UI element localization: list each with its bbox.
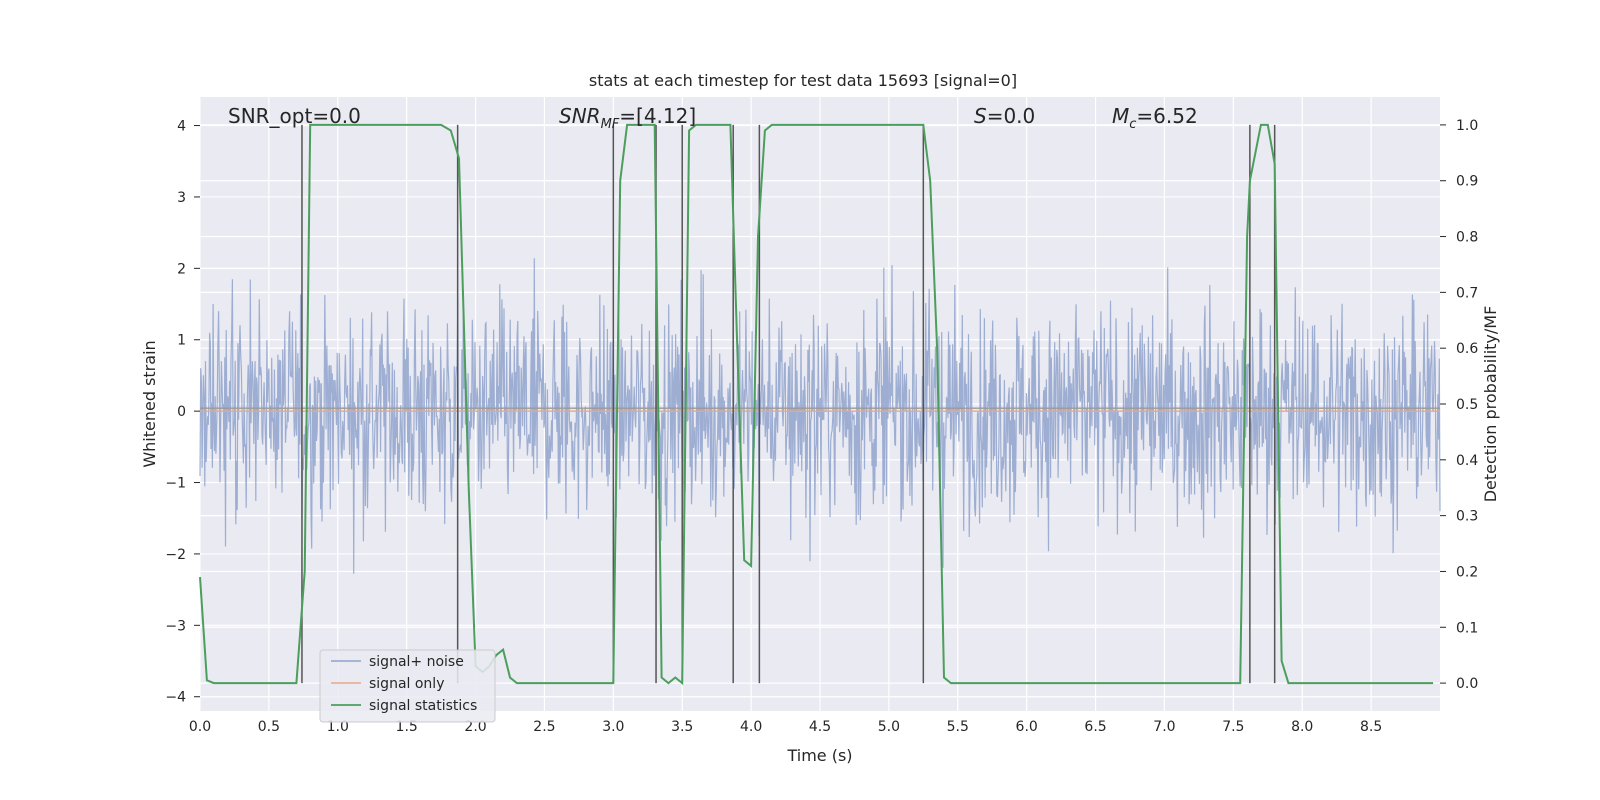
legend-box bbox=[319, 649, 496, 723]
series-signal-statistics bbox=[199, 123, 1434, 686]
y-tick-label-right: 0.0 bbox=[1456, 676, 1478, 692]
y-tick-label-right: 0.8 bbox=[1456, 230, 1478, 246]
y-tick-label-left: 1 bbox=[177, 333, 186, 349]
x-tick-label: 4.0 bbox=[740, 719, 762, 735]
x-tick-label: 8.0 bbox=[1291, 719, 1313, 735]
annotation-mc-sub: c bbox=[1129, 117, 1136, 132]
x-tick-label: 5.5 bbox=[947, 719, 969, 735]
x-tick-label: 2.0 bbox=[464, 719, 486, 735]
annotation-mc-value: =6.52 bbox=[1136, 104, 1197, 128]
annotation-s-main: S bbox=[974, 104, 987, 128]
y-tick-label-left: −3 bbox=[165, 618, 186, 634]
y-tick-label-left: 3 bbox=[177, 190, 186, 206]
y-tick-label-right: 0.1 bbox=[1456, 620, 1478, 636]
x-tick-label: 0.0 bbox=[189, 719, 211, 735]
vertical-markers bbox=[301, 124, 1276, 684]
y-axis-label-right: Detection probability/MF bbox=[1481, 306, 1500, 503]
annotation-mc-main: M bbox=[1112, 104, 1129, 128]
tick-labels: 0.0 0.5 1.0 1.5 2.0 2.5 3.0 3.5 4.0 4.5 5.0 5.5 6.0 6… bbox=[165, 118, 1478, 735]
y-tick-label-right: 0.9 bbox=[1456, 174, 1478, 190]
annotation-snr-mf-value: =[4.12] bbox=[619, 104, 696, 128]
x-tick-label: 5.0 bbox=[878, 719, 900, 735]
annotation-snr-mf: SNRMF=[4.12] bbox=[559, 104, 696, 132]
x-tick-label: 4.5 bbox=[809, 719, 831, 735]
x-axis-label: Time (s) bbox=[786, 746, 852, 765]
x-tick-label: 7.5 bbox=[1222, 719, 1244, 735]
y-tick-label-left: −2 bbox=[165, 547, 186, 563]
y-axis-label-left: Whitened strain bbox=[140, 340, 159, 467]
x-tick-label: 7.0 bbox=[1153, 719, 1175, 735]
x-tick-label: 3.0 bbox=[602, 719, 624, 735]
legend-label-signal-statistics: signal statistics bbox=[369, 698, 477, 714]
annotation-snr-mf-sub: MF bbox=[601, 117, 620, 132]
x-tick-label: 8.5 bbox=[1360, 719, 1382, 735]
annotation-s: S=0.0 bbox=[974, 104, 1035, 128]
legend-label-signal-only: signal only bbox=[369, 676, 444, 692]
series-signal-only bbox=[200, 407, 1440, 412]
legend-label-signal-plus-noise: signal+ noise bbox=[369, 654, 464, 670]
y-tick-label-left: −1 bbox=[165, 476, 186, 492]
y-tick-label-left: 0 bbox=[177, 404, 186, 420]
signal-statistics-line bbox=[199, 123, 1434, 686]
x-tick-label: 0.5 bbox=[258, 719, 280, 735]
y-tick-label-right: 0.4 bbox=[1456, 453, 1478, 469]
x-tick-label: 1.0 bbox=[327, 719, 349, 735]
x-tick-label: 2.5 bbox=[533, 719, 555, 735]
y-tick-label-left: 4 bbox=[177, 119, 186, 135]
y-tick-label-left: −4 bbox=[165, 690, 186, 706]
x-tick-label: 1.5 bbox=[396, 719, 418, 735]
y-tick-label-right: 0.2 bbox=[1456, 564, 1478, 580]
y-tick-label-left: 2 bbox=[177, 261, 186, 277]
x-tick-label: 6.0 bbox=[1016, 719, 1038, 735]
y-tick-label-right: 0.7 bbox=[1456, 285, 1478, 301]
y-tick-label-right: 1.0 bbox=[1456, 118, 1478, 134]
annotation-mc: Mc=6.52 bbox=[1112, 104, 1198, 132]
annotation-s-value: =0.0 bbox=[987, 104, 1036, 128]
y-tick-label-right: 0.3 bbox=[1456, 509, 1478, 525]
chart-title: stats at each timestep for test data 156… bbox=[589, 71, 1017, 90]
x-tick-label: 3.5 bbox=[671, 719, 693, 735]
legend: signal+ noise signal only signal statist… bbox=[319, 649, 496, 723]
y-tick-label-right: 0.5 bbox=[1456, 397, 1478, 413]
annotation-snr-mf-main: SNR bbox=[559, 104, 601, 128]
annotation-snr-opt: SNR_opt=0.0 bbox=[228, 104, 361, 128]
x-tick-label: 6.5 bbox=[1084, 719, 1106, 735]
y-tick-label-right: 0.6 bbox=[1456, 341, 1478, 357]
